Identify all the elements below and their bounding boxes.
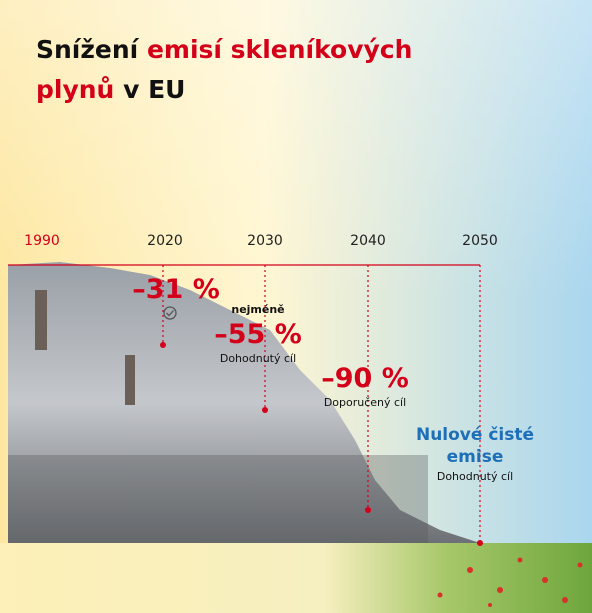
background-glow <box>0 0 592 300</box>
chimneys <box>35 290 135 405</box>
poppies <box>437 557 583 607</box>
milestone-value: Nulové čisté emise <box>416 425 534 467</box>
milestone-value: –55 % <box>214 319 302 350</box>
check-icon <box>163 306 177 320</box>
target-dots <box>160 342 483 546</box>
drop-lines <box>162 265 481 543</box>
year: 2040 <box>350 233 386 249</box>
milestone-note: Dohodnutý cíl <box>437 470 513 483</box>
milestone-value: –31 % <box>132 274 220 305</box>
title-line-1: Snížení emisí skleníkových <box>36 35 412 64</box>
milestone-value: –90 % <box>321 363 409 394</box>
field <box>0 543 592 613</box>
milestone-note: Dohodnutý cíl <box>220 352 296 365</box>
year: 2050 <box>462 233 498 249</box>
year: 2020 <box>147 233 183 249</box>
smoke-cloud <box>8 262 480 543</box>
year: 1990 <box>24 233 60 249</box>
traffic <box>8 455 428 543</box>
title-line-2: plynů v EU <box>36 75 185 104</box>
milestone-note: Doporučený cíl <box>324 396 406 409</box>
year: 2030 <box>247 233 283 249</box>
milestone-qualifier: nejméně <box>231 303 284 316</box>
